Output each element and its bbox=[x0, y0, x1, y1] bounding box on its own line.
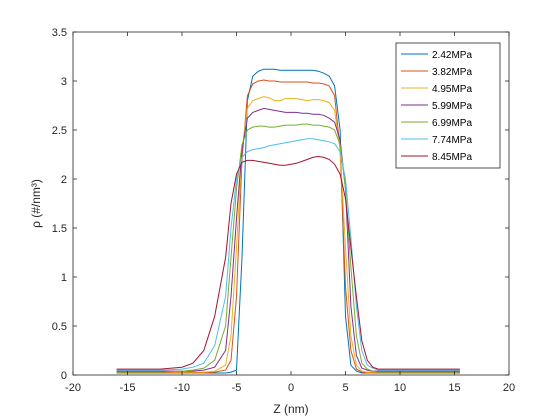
y-tick-label: 3.5 bbox=[52, 27, 67, 39]
series-line-5 bbox=[116, 123, 460, 373]
y-tick-label: 1 bbox=[61, 272, 67, 284]
y-axis-label: ρ (#/nm³) bbox=[29, 179, 43, 228]
x-tick-label: -10 bbox=[174, 382, 190, 394]
legend-label: 8.45MPa bbox=[432, 152, 472, 163]
series-line-7 bbox=[116, 155, 460, 370]
y-tick-label: 1.5 bbox=[52, 223, 67, 235]
legend-label: 6.99MPa bbox=[432, 118, 472, 129]
ticks-layer: -20 -15 -10 -5 0 5 10 15 20 0 0.5 1 1.5 2 2.5 3 3.5 bbox=[52, 27, 515, 394]
series-line-3 bbox=[116, 96, 460, 373]
x-tick-label: 10 bbox=[394, 382, 406, 394]
legend: 2.42MPa 3.82MPa 4.95MPa 5.99MPa 6.99MPa 7.74M… bbox=[395, 42, 501, 169]
y-tick-label: 3 bbox=[61, 76, 67, 88]
legend-label: 5.99MPa bbox=[432, 101, 472, 112]
x-axis-label: Z (nm) bbox=[273, 402, 308, 416]
series-line-6 bbox=[116, 138, 460, 371]
legend-label: 3.82MPa bbox=[432, 67, 472, 78]
legend-label: 7.74MPa bbox=[432, 135, 472, 146]
y-tick-label: 2.5 bbox=[52, 125, 67, 137]
x-tick-label: 5 bbox=[342, 382, 348, 394]
x-tick-label: 15 bbox=[448, 382, 460, 394]
y-tick-label: 0.5 bbox=[52, 321, 67, 333]
legend-label: 2.42MPa bbox=[432, 50, 472, 61]
x-tick-label: -5 bbox=[232, 382, 242, 394]
series-line-2 bbox=[116, 79, 460, 374]
x-tick-label: 20 bbox=[503, 382, 515, 394]
y-tick-label: 0 bbox=[61, 370, 67, 382]
y-tick-label: 2 bbox=[61, 174, 67, 186]
series-line-4 bbox=[116, 107, 460, 372]
x-tick-label: -20 bbox=[65, 382, 81, 394]
x-tick-label: 0 bbox=[288, 382, 294, 394]
series-layer bbox=[116, 68, 460, 374]
legend-label: 4.95MPa bbox=[432, 84, 472, 95]
x-tick-label: -15 bbox=[120, 382, 136, 394]
